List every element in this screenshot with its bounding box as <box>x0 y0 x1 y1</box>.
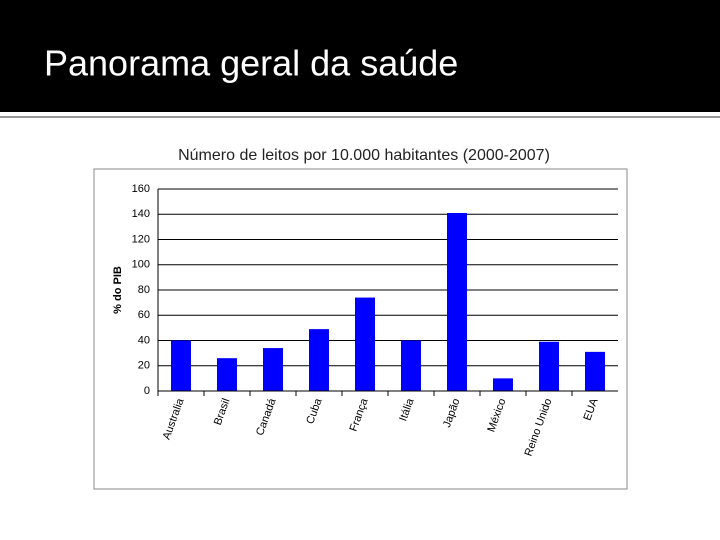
y-tick-label: 60 <box>138 309 150 321</box>
bar <box>171 340 191 391</box>
bar <box>263 348 283 391</box>
bar <box>539 341 559 391</box>
y-axis-label: % do PIB <box>112 266 124 314</box>
y-tick-label: 100 <box>132 259 150 271</box>
bar <box>447 212 467 391</box>
y-tick-label: 20 <box>138 360 150 372</box>
bar <box>585 351 605 391</box>
bar <box>309 329 329 391</box>
bar <box>493 378 513 391</box>
y-tick-label: 120 <box>132 233 150 245</box>
slide-title: Panorama geral da saúde <box>44 43 458 84</box>
y-tick-label: 140 <box>132 208 150 220</box>
chart-title: Número de leitos por 10.000 habitantes (… <box>178 147 550 164</box>
bar <box>355 297 375 391</box>
bar <box>401 340 421 391</box>
y-tick-label: 40 <box>138 334 150 346</box>
y-tick-label: 0 <box>144 385 150 397</box>
header-bar <box>0 0 720 112</box>
bar <box>217 358 237 391</box>
y-tick-label: 80 <box>138 284 150 296</box>
y-tick-label: 160 <box>132 183 150 195</box>
